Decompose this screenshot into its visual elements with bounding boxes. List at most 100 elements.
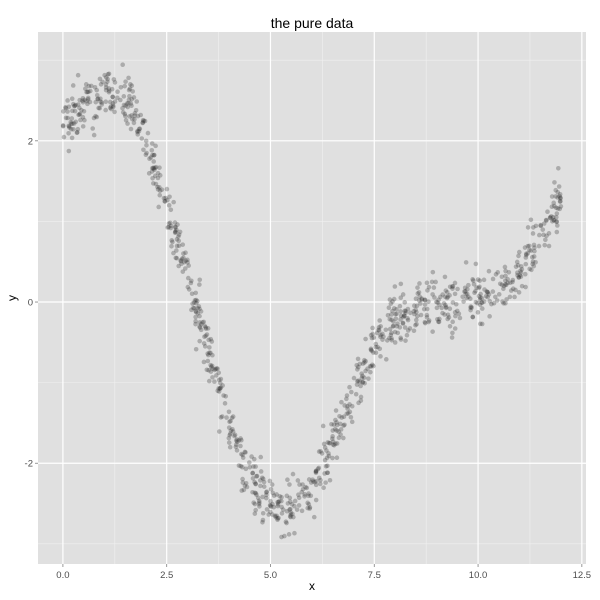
data-point xyxy=(531,263,537,269)
data-point xyxy=(554,219,560,224)
data-point xyxy=(272,513,278,519)
data-point xyxy=(424,312,430,318)
data-point xyxy=(112,99,118,104)
data-point xyxy=(218,376,224,382)
data-point xyxy=(243,450,248,455)
data-point xyxy=(229,415,235,421)
data-point xyxy=(252,479,257,485)
data-point xyxy=(368,346,374,352)
data-point xyxy=(313,478,319,484)
data-point xyxy=(531,225,536,230)
data-point xyxy=(197,277,203,283)
data-point xyxy=(377,346,383,352)
data-point xyxy=(544,233,549,239)
data-point xyxy=(125,121,130,126)
data-point xyxy=(190,301,195,306)
data-point xyxy=(455,286,460,292)
data-point xyxy=(402,313,407,319)
data-point xyxy=(517,272,523,278)
data-point xyxy=(172,230,178,235)
data-point xyxy=(181,255,186,261)
data-point xyxy=(251,464,256,469)
data-point xyxy=(437,316,442,322)
data-point xyxy=(228,418,233,424)
data-point xyxy=(217,380,223,386)
data-point xyxy=(88,88,93,94)
data-point xyxy=(416,290,422,295)
data-point xyxy=(557,199,563,204)
data-point xyxy=(318,477,323,483)
data-point xyxy=(157,165,162,170)
data-point xyxy=(400,320,406,326)
data-point xyxy=(327,440,333,446)
data-point xyxy=(209,339,215,344)
data-point xyxy=(392,329,398,335)
data-point xyxy=(453,301,459,307)
data-point xyxy=(111,77,117,82)
data-point xyxy=(296,503,302,508)
data-point xyxy=(426,318,432,323)
data-point xyxy=(275,516,280,521)
data-point xyxy=(354,382,360,387)
data-point xyxy=(318,481,323,487)
data-point xyxy=(202,323,208,329)
data-point xyxy=(221,393,226,398)
data-point xyxy=(151,159,157,164)
data-point xyxy=(260,510,266,516)
data-point xyxy=(96,105,101,111)
data-point xyxy=(142,118,148,124)
data-point xyxy=(277,494,283,499)
data-point xyxy=(82,117,87,123)
data-point xyxy=(330,442,336,447)
data-point xyxy=(161,195,167,201)
data-point xyxy=(72,104,77,109)
data-point xyxy=(94,92,100,98)
data-point xyxy=(139,136,145,141)
data-point xyxy=(336,429,341,434)
data-point xyxy=(210,366,215,372)
data-point xyxy=(368,332,374,338)
data-point xyxy=(436,297,441,303)
data-point xyxy=(77,97,83,103)
data-point xyxy=(414,303,420,309)
data-point xyxy=(466,282,471,288)
data-point xyxy=(302,494,307,499)
data-point xyxy=(193,321,198,327)
data-point xyxy=(176,234,181,239)
data-point xyxy=(490,289,496,294)
data-point xyxy=(81,109,87,114)
data-point xyxy=(251,456,257,462)
data-point xyxy=(290,471,296,477)
data-point xyxy=(179,256,185,261)
data-point xyxy=(378,324,383,329)
data-point xyxy=(386,305,392,311)
data-point xyxy=(126,87,132,93)
data-point xyxy=(355,367,360,372)
data-point xyxy=(546,231,552,236)
data-point xyxy=(216,377,222,383)
data-point xyxy=(330,439,336,445)
data-point xyxy=(395,321,400,326)
data-point xyxy=(549,194,555,199)
data-point xyxy=(468,307,473,313)
data-point xyxy=(258,483,263,489)
data-point xyxy=(259,475,265,481)
data-point xyxy=(256,498,262,504)
data-point xyxy=(503,278,508,283)
data-point xyxy=(181,251,186,256)
data-point xyxy=(461,299,466,304)
data-point xyxy=(151,165,156,171)
data-point xyxy=(163,195,168,201)
data-point xyxy=(480,306,485,311)
data-point xyxy=(389,338,395,343)
data-point xyxy=(91,132,97,138)
data-point xyxy=(370,350,376,355)
data-point xyxy=(445,312,451,318)
data-point xyxy=(398,309,403,314)
data-point xyxy=(197,324,202,329)
data-point xyxy=(519,264,524,269)
data-point xyxy=(403,338,408,343)
data-point xyxy=(415,291,421,296)
data-point xyxy=(552,180,557,185)
